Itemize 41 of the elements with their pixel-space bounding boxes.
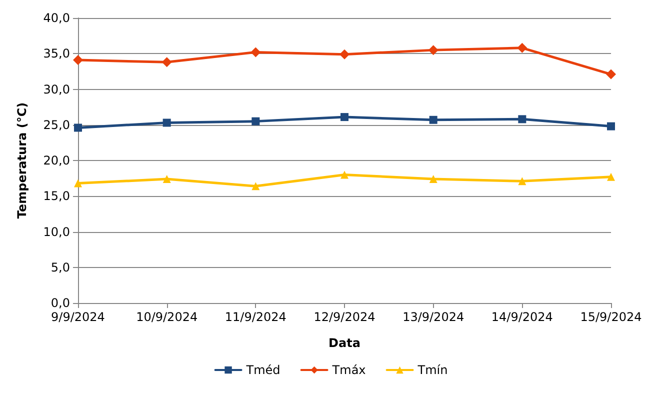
point — [517, 42, 528, 53]
point — [162, 175, 171, 184]
y-tick-label: 20,0 — [43, 154, 70, 168]
legend-label: Tmáx — [331, 363, 366, 377]
y-tick-label: 15,0 — [43, 189, 70, 204]
point — [252, 117, 260, 126]
y-tick-label: 35,0 — [43, 46, 70, 61]
x-axis-title: Data — [328, 336, 360, 350]
point — [429, 116, 438, 124]
point — [606, 69, 616, 80]
point — [429, 175, 438, 184]
point — [162, 118, 171, 127]
point — [340, 113, 348, 122]
point — [607, 172, 615, 181]
point — [340, 49, 350, 60]
point — [73, 55, 83, 66]
y-axis-title: Temperatura (°C) — [15, 102, 29, 219]
x-tick-label: 13/9/2024 — [402, 310, 464, 324]
x-tick-label: 12/9/2024 — [314, 310, 376, 324]
y-tick-label: 0,0 — [50, 296, 70, 310]
point — [252, 182, 260, 190]
x-tick-label: 14/9/2024 — [491, 310, 553, 324]
x-tick-label: 15/9/2024 — [580, 310, 642, 324]
legend-label: Tmín — [416, 363, 448, 377]
y-tick-label: 10,0 — [43, 224, 70, 239]
x-tick-label: 10/9/2024 — [136, 310, 198, 324]
y-tick-label: 25,0 — [43, 118, 70, 132]
point — [607, 122, 615, 130]
point — [428, 45, 438, 56]
point — [340, 170, 348, 179]
legend-label: Tméd — [245, 363, 280, 377]
y-tick-label: 40,0 — [43, 11, 70, 25]
point — [250, 47, 261, 58]
x-tick-label: 11/9/2024 — [224, 310, 286, 324]
y-tick-label: 5,0 — [50, 260, 70, 274]
point — [74, 179, 82, 188]
x-tick-label: 9/9/2024 — [51, 310, 105, 324]
point — [518, 115, 526, 124]
y-tick-label: 30,0 — [43, 82, 70, 96]
point — [162, 57, 172, 68]
point — [518, 177, 526, 186]
